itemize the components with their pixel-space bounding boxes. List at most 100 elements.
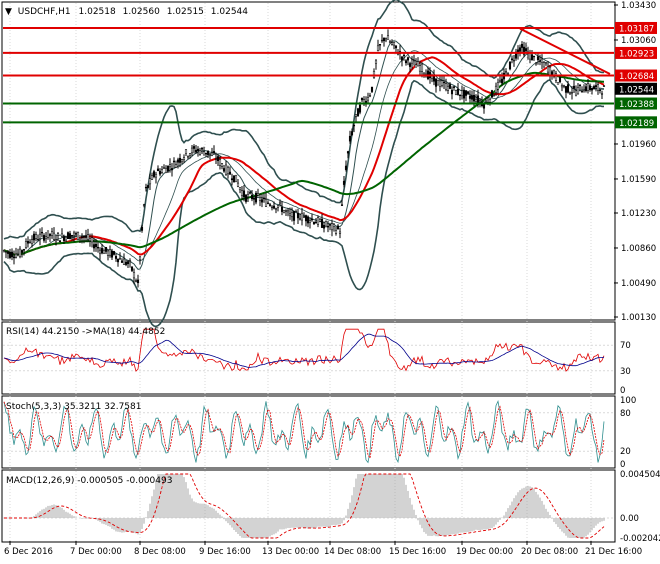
main-panel-frame: [1, 1, 616, 321]
candle-body: [344, 165, 348, 170]
candle-body: [468, 95, 472, 99]
candle-body: [60, 233, 64, 237]
candle-body: [262, 197, 266, 200]
candle-body: [490, 90, 494, 98]
candle-body: [508, 61, 512, 70]
candle-body: [338, 231, 342, 234]
candle-body: [42, 235, 46, 241]
candle-body: [296, 212, 300, 219]
trendline[interactable]: [519, 27, 611, 75]
candle-body: [436, 80, 440, 86]
candle-body: [602, 85, 606, 87]
candle-body: [564, 86, 568, 93]
candle-body: [128, 260, 132, 262]
candle-body: [26, 241, 30, 244]
ma-green-line: [3, 71, 604, 256]
low-value: 1.02515: [167, 7, 204, 17]
candle-body: [182, 157, 186, 160]
time-label: 6 Dec 2016: [4, 547, 53, 557]
level-label-resistance: 1.02923: [619, 49, 654, 59]
stoch-signal-line: [3, 401, 605, 460]
stochastic-indicator: 100 80 20 0: [3, 396, 636, 470]
candle-body: [56, 233, 60, 236]
candle-body: [14, 253, 18, 258]
candle-body: [78, 237, 82, 240]
candle-body: [10, 251, 14, 258]
candle-body: [592, 86, 596, 90]
candle-body: [70, 234, 74, 237]
candle-body: [100, 248, 104, 254]
candle-body: [212, 151, 216, 154]
candle-body: [194, 149, 198, 153]
candle-body: [496, 82, 500, 90]
stoch-level-label: 80: [620, 409, 631, 419]
candle-body: [140, 226, 144, 231]
candle-body: [258, 197, 262, 202]
candle-body: [594, 85, 598, 88]
candle-body: [260, 199, 264, 203]
ma-red-line: [3, 56, 605, 256]
candle-body: [458, 94, 462, 96]
candle-body: [278, 201, 282, 204]
symbol-label: USDCHF,H1: [18, 7, 71, 17]
price-candles: [2, 29, 606, 288]
candle-body: [66, 232, 70, 239]
candle-body: [318, 218, 322, 222]
candle-body: [454, 90, 458, 95]
time-axis: 6 Dec 2016 7 Dec 00:00 8 Dec 08:00 9 Dec 16…: [4, 541, 642, 557]
candle-body: [374, 60, 378, 64]
candle-body: [216, 156, 220, 162]
candle-body: [448, 84, 452, 89]
bollinger-upper: [3, 0, 605, 240]
candle-body: [342, 181, 346, 185]
candle-body: [94, 243, 98, 247]
candle-body: [202, 151, 206, 156]
candle-body: [228, 171, 232, 175]
candle-body: [522, 46, 526, 55]
candle-body: [88, 238, 92, 242]
candle-body: [8, 251, 12, 258]
candle-body: [114, 256, 118, 259]
candle-body: [270, 206, 274, 209]
candle-body: [492, 95, 496, 97]
candle-body: [532, 55, 536, 58]
candle-body: [566, 84, 570, 93]
candle-body: [84, 235, 88, 238]
candle-body: [126, 261, 130, 265]
bollinger-middle: [3, 50, 604, 262]
candle-body: [352, 124, 356, 127]
candle-body: [358, 104, 362, 113]
candle-body: [376, 45, 380, 51]
candle-body: [544, 62, 548, 65]
candle-body: [456, 88, 460, 95]
candle-body: [568, 92, 572, 95]
candle-body: [208, 153, 212, 155]
candle-body: [226, 166, 230, 175]
candle-body: [248, 192, 252, 194]
candle-body: [234, 174, 238, 183]
level-label-support: 1.02189: [619, 119, 654, 129]
candle-body: [64, 236, 68, 241]
candle-body: [462, 89, 466, 99]
candle-body: [192, 146, 196, 149]
candle-body: [390, 42, 394, 45]
candle-body: [90, 237, 94, 243]
candle-body: [598, 89, 602, 91]
candle-body: [130, 266, 134, 271]
candle-body: [138, 256, 142, 261]
candle-body: [434, 78, 438, 87]
candle-body: [524, 48, 528, 52]
candle-body: [562, 85, 566, 87]
candle-body: [584, 86, 588, 91]
candle-body: [4, 251, 8, 253]
level-label-support: 1.02388: [619, 100, 654, 110]
candle-body: [546, 66, 550, 73]
candle-body: [142, 204, 146, 206]
candle-body: [220, 163, 224, 167]
candle-body: [218, 159, 222, 166]
candle-body: [54, 239, 58, 242]
collapse-arrow-icon[interactable]: ▼: [5, 7, 12, 17]
candle-body: [394, 45, 398, 49]
candle-body: [232, 175, 236, 182]
candle-body: [406, 57, 410, 61]
